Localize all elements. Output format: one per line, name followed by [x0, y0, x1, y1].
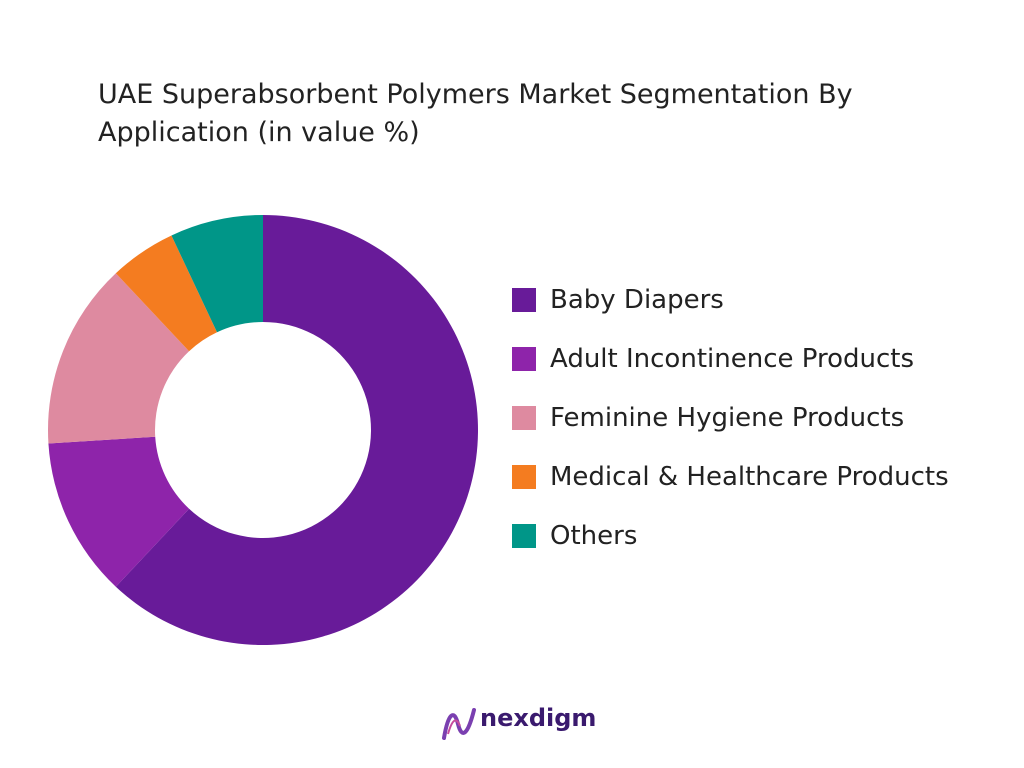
donut-slice: [48, 436, 190, 587]
donut-slice: [115, 235, 218, 352]
brand: nexdigm: [480, 704, 597, 732]
legend-label: Feminine Hygiene Products: [550, 403, 905, 433]
legend-swatch: [512, 347, 536, 371]
logo-icon: [442, 708, 476, 740]
legend-label: Adult Incontinence Products: [550, 344, 915, 374]
donut-slice: [115, 215, 479, 645]
legend-item: Baby Diapers: [512, 280, 1002, 320]
legend-label: Medical & Healthcare Products: [550, 462, 949, 492]
legend-swatch: [512, 524, 536, 548]
legend-swatch: [512, 465, 536, 489]
legend-item: Adult Incontinence Products: [512, 339, 1002, 379]
donut-slice: [171, 215, 263, 333]
legend-swatch: [512, 406, 536, 430]
legend: Baby Diapers Adult Incontinence Products F…: [512, 280, 1002, 575]
chart: [47, 215, 479, 645]
legend-item: Medical & Healthcare Products: [512, 457, 1002, 497]
legend-label: Others: [550, 521, 638, 551]
legend-swatch: [512, 288, 536, 312]
legend-item: Feminine Hygiene Products: [512, 398, 1002, 438]
chart-title: UAE Superabsorbent Polymers Market Segme…: [98, 79, 853, 148]
legend-label: Baby Diapers: [550, 285, 724, 315]
donut-slice: [47, 273, 190, 444]
legend-item: Others: [512, 516, 1002, 556]
